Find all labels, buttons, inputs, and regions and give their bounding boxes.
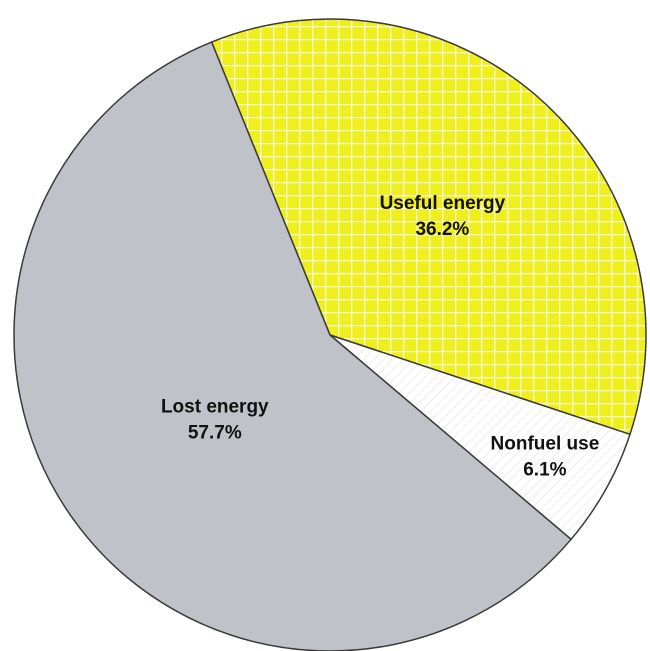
lost-energy-value: 57.7%	[188, 422, 242, 443]
lost-energy-label: Lost energy	[161, 396, 269, 417]
pie-slices	[13, 18, 647, 651]
pie-slice-lost-energy	[13, 41, 573, 651]
pie-slice-nonfuel-use	[329, 334, 631, 541]
pie-slice-useful-energy	[210, 18, 647, 436]
useful-energy-label: Useful energy	[380, 193, 506, 214]
nonfuel-use-value: 6.1%	[523, 460, 566, 481]
nonfuel-use-label: Nonfuel use	[491, 434, 600, 455]
useful-energy-value: 36.2%	[415, 219, 469, 240]
pie-labels: Useful energy 36.2% Nonfuel use 6.1% Los…	[161, 193, 599, 481]
